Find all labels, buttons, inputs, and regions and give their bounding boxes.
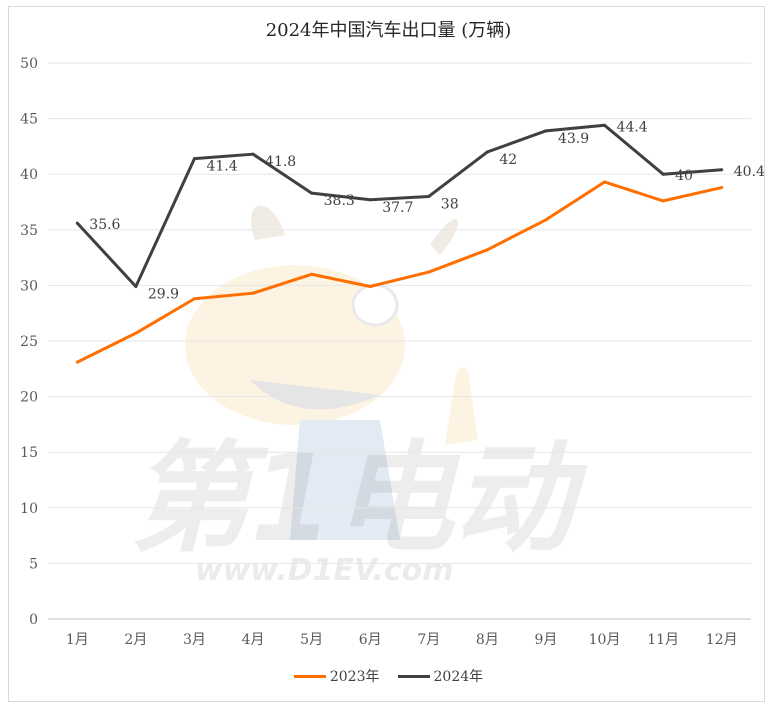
legend-item-2024年: 2024年 bbox=[397, 666, 484, 686]
x-tick-11: 11月 bbox=[647, 632, 679, 648]
x-tick-7: 7月 bbox=[417, 632, 440, 648]
legend-swatch bbox=[397, 674, 430, 678]
point-2024年-9 bbox=[544, 129, 548, 133]
y-tick-15: 15 bbox=[20, 445, 38, 461]
data-label-2024年-7: 38 bbox=[441, 196, 459, 212]
data-label-2024年-2: 29.9 bbox=[148, 287, 179, 303]
data-label-2024年-5: 38.3 bbox=[324, 193, 355, 209]
chart-frame bbox=[8, 6, 765, 702]
data-label-2024年-12: 40.4 bbox=[734, 164, 765, 180]
chart-grid bbox=[48, 62, 751, 620]
data-labels: 35.6 29.9 41.4 41.8 38.3 37.7 38 42 43.9 44.4 40 40… bbox=[89, 119, 765, 302]
point-2024年-6 bbox=[368, 198, 372, 202]
point-2023年-3 bbox=[192, 297, 196, 301]
point-2024年-1 bbox=[75, 221, 79, 225]
y-tick-10: 10 bbox=[20, 501, 38, 517]
x-tick-10: 10月 bbox=[589, 632, 621, 648]
legend-swatch bbox=[293, 674, 326, 678]
point-2023年-7 bbox=[427, 270, 431, 274]
point-2024年-10 bbox=[603, 123, 607, 127]
y-tick-20: 20 bbox=[20, 390, 38, 406]
point-2024年-8 bbox=[485, 150, 489, 154]
point-2023年-1 bbox=[75, 360, 79, 364]
x-axis-labels: 1月 2月 3月 4月 5月 6月 7月 8月 9月 10月 11月 12月 bbox=[66, 632, 738, 648]
x-tick-2: 2月 bbox=[124, 632, 147, 648]
x-tick-9: 9月 bbox=[534, 632, 557, 648]
point-2023年-11 bbox=[661, 199, 665, 203]
data-label-2024年-9: 43.9 bbox=[558, 131, 589, 147]
data-label-2024年-4: 41.8 bbox=[265, 154, 296, 170]
data-label-2024年-11: 40 bbox=[675, 168, 693, 184]
x-tick-5: 5月 bbox=[300, 632, 323, 648]
series-line-2023年 bbox=[76, 180, 723, 364]
y-tick-35: 35 bbox=[20, 223, 38, 239]
y-tick-5: 5 bbox=[29, 556, 38, 572]
point-2023年-4 bbox=[251, 291, 255, 295]
data-label-2024年-8: 42 bbox=[499, 152, 517, 168]
x-tick-3: 3月 bbox=[183, 632, 206, 648]
y-tick-45: 45 bbox=[20, 112, 38, 128]
point-2024年-11 bbox=[661, 172, 665, 176]
point-2023年-10 bbox=[603, 180, 607, 184]
point-2024年-12 bbox=[720, 168, 724, 172]
series-line-2024年 bbox=[76, 123, 722, 289]
data-label-2024年-1: 35.6 bbox=[89, 217, 120, 233]
x-tick-4: 4月 bbox=[242, 632, 265, 648]
data-label-2024年-10: 44.4 bbox=[617, 119, 648, 135]
point-2024年-4 bbox=[251, 152, 255, 156]
point-2024年-5 bbox=[310, 191, 314, 195]
point-2023年-6 bbox=[368, 285, 372, 289]
y-tick-30: 30 bbox=[20, 278, 38, 294]
x-tick-8: 8月 bbox=[476, 632, 499, 648]
point-2023年-12 bbox=[720, 186, 724, 190]
data-label-2024年-3: 41.4 bbox=[206, 159, 237, 175]
legend-item-2023年: 2023年 bbox=[293, 666, 380, 686]
chart-title: 2024年中国汽车出口量 (万辆) bbox=[265, 20, 512, 41]
point-2024年-3 bbox=[192, 157, 196, 161]
legend-label: 2024年 bbox=[433, 669, 484, 685]
point-2023年-9 bbox=[544, 218, 548, 222]
legend-label: 2023年 bbox=[329, 669, 380, 685]
y-tick-0: 0 bbox=[29, 612, 38, 628]
x-tick-12: 12月 bbox=[706, 632, 738, 648]
chart-series bbox=[75, 123, 724, 364]
point-2024年-7 bbox=[427, 194, 431, 198]
point-2023年-2 bbox=[134, 331, 138, 335]
data-label-2024年-6: 37.7 bbox=[382, 200, 413, 216]
point-2024年-2 bbox=[134, 285, 138, 289]
y-tick-50: 50 bbox=[20, 56, 38, 72]
x-tick-6: 6月 bbox=[359, 632, 382, 648]
chart-legend: 2023年 2024年 bbox=[0, 666, 777, 686]
x-tick-1: 1月 bbox=[66, 632, 89, 648]
y-axis-labels: 0 5 10 15 20 25 30 35 40 45 50 bbox=[20, 56, 38, 628]
y-tick-40: 40 bbox=[20, 167, 38, 183]
point-2023年-8 bbox=[485, 248, 489, 252]
y-tick-25: 25 bbox=[20, 334, 38, 350]
point-2023年-5 bbox=[310, 272, 314, 276]
